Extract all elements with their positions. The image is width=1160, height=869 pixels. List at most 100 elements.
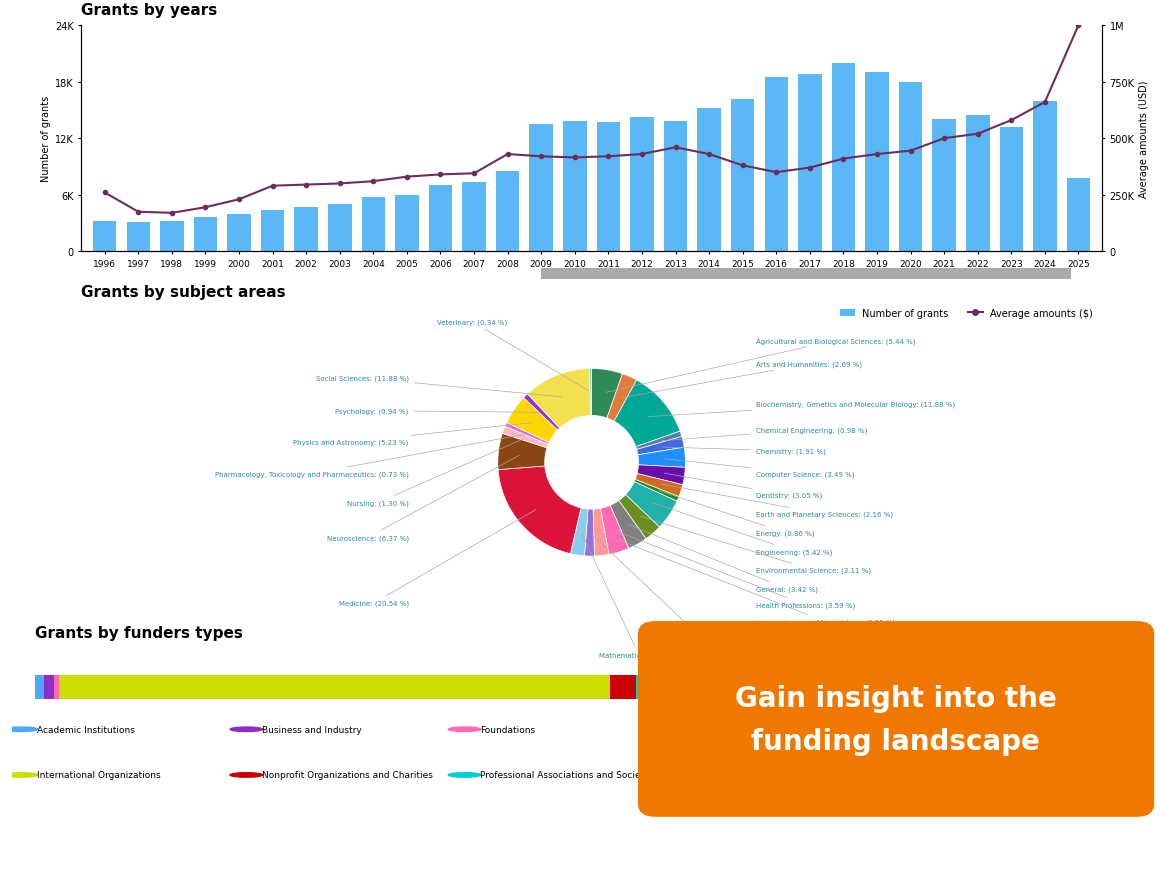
Bar (295, 208, 318, 252)
Wedge shape (585, 509, 594, 556)
Text: Earth and Planetary Sciences: (2.16 %): Earth and Planetary Sciences: (2.16 %) (661, 485, 893, 518)
Bar (328, 205, 351, 252)
Wedge shape (625, 482, 677, 527)
Wedge shape (636, 474, 683, 497)
Bar (636, 675, 661, 700)
Text: Chemistry: (1.91 %): Chemistry: (1.91 %) (664, 448, 826, 454)
Text: Dentistry: (3.05 %): Dentistry: (3.05 %) (664, 474, 822, 499)
Text: Grants by funders types: Grants by funders types (35, 626, 242, 640)
Text: Professional Associations and Societies: Professional Associations and Societies (480, 771, 657, 779)
Text: International Organizations: International Organizations (37, 771, 160, 779)
Wedge shape (614, 381, 680, 448)
Text: Physics and Astronomy: (5.23 %): Physics and Astronomy: (5.23 %) (293, 423, 531, 446)
Wedge shape (589, 369, 592, 416)
Bar (630, 118, 654, 252)
Bar (764, 78, 788, 252)
Bar (697, 109, 720, 252)
Wedge shape (636, 432, 682, 450)
Text: Materials Science: (1.73 %): Materials Science: (1.73 %) (592, 535, 768, 658)
Bar (261, 210, 284, 252)
Bar (832, 63, 855, 252)
Text: Arts and Humanities: (2.69 %): Arts and Humanities: (2.69 %) (623, 362, 862, 398)
Text: Grants by years: Grants by years (81, 3, 217, 18)
Wedge shape (505, 423, 549, 445)
Text: Environmental Science: (3.11 %): Environmental Science: (3.11 %) (640, 517, 871, 574)
Text: Foundations: Foundations (480, 725, 535, 734)
Text: Chemical Engineering: (0.98 %): Chemical Engineering: (0.98 %) (661, 427, 868, 441)
Bar (664, 122, 687, 252)
Bar (463, 183, 486, 252)
Bar (429, 186, 452, 252)
Bar (227, 215, 251, 252)
Text: Computer Science: (3.49 %): Computer Science: (3.49 %) (665, 460, 854, 477)
Wedge shape (502, 427, 549, 448)
Text: Pharmacology, Toxicology and Pharmaceutics: (0.73 %): Pharmacology, Toxicology and Pharmaceuti… (215, 434, 524, 477)
Bar (865, 73, 889, 252)
Bar (798, 75, 821, 252)
Wedge shape (498, 434, 548, 470)
Y-axis label: Average amounts (USD): Average amounts (USD) (1139, 80, 1148, 198)
Text: Neuroscience: (6.37 %): Neuroscience: (6.37 %) (327, 456, 520, 541)
Circle shape (230, 773, 262, 777)
Text: Academic Institutions: Academic Institutions (37, 725, 135, 734)
Bar (899, 83, 922, 252)
Text: Immunology and Microbiology: (2.53 %): Immunology and Microbiology: (2.53 %) (602, 534, 896, 626)
Bar (362, 197, 385, 252)
Bar (1000, 128, 1023, 252)
Bar (160, 222, 183, 252)
Text: Veterinary: (0.34 %): Veterinary: (0.34 %) (437, 319, 588, 391)
Text: Business and Industry: Business and Industry (261, 725, 361, 734)
Text: General: (3.42 %): General: (3.42 %) (629, 525, 818, 593)
Circle shape (6, 773, 38, 777)
Wedge shape (618, 495, 660, 539)
Bar (194, 218, 217, 252)
Wedge shape (592, 369, 623, 419)
Text: Mathematics: (2.47 %): Mathematics: (2.47 %) (582, 534, 679, 658)
Bar (59, 675, 610, 700)
Circle shape (448, 773, 480, 777)
Wedge shape (498, 467, 581, 554)
Wedge shape (637, 465, 686, 485)
Wedge shape (638, 448, 686, 468)
Text: Nursing: (1.30 %): Nursing: (1.30 %) (347, 440, 523, 507)
Bar (496, 172, 520, 252)
Text: Health Professions: (3.59 %): Health Professions: (3.59 %) (615, 531, 855, 608)
Wedge shape (528, 369, 590, 428)
Text: Social Sciences: (11.88 %): Social Sciences: (11.88 %) (316, 375, 563, 397)
Bar (541, 269, 1072, 280)
Bar (93, 222, 116, 252)
Wedge shape (507, 398, 558, 443)
Wedge shape (607, 375, 637, 421)
Text: Biochemistry, Genetics and Molecular Biology: (11.88 %): Biochemistry, Genetics and Molecular Bio… (648, 401, 955, 417)
Bar (1034, 102, 1057, 252)
Circle shape (6, 727, 38, 732)
Text: Engineering: (5.42 %): Engineering: (5.42 %) (653, 503, 832, 555)
Bar (396, 196, 419, 252)
Wedge shape (571, 508, 588, 556)
Wedge shape (610, 501, 646, 548)
Bar (966, 116, 989, 252)
Legend: Number of grants, Average amounts ($): Number of grants, Average amounts ($) (836, 305, 1097, 322)
Bar (610, 675, 636, 700)
Bar (44, 675, 53, 700)
Text: Gain insight into the
funding landscape: Gain insight into the funding landscape (734, 684, 1057, 755)
Wedge shape (523, 395, 559, 430)
Wedge shape (635, 480, 679, 501)
Bar (35, 675, 44, 700)
Bar (126, 222, 150, 252)
Bar (53, 675, 59, 700)
Text: Psychology: (0.94 %): Psychology: (0.94 %) (335, 408, 539, 415)
Bar (596, 123, 621, 252)
Text: Medicine: (20.54 %): Medicine: (20.54 %) (339, 510, 536, 607)
Text: Energy: (0.86 %): Energy: (0.86 %) (659, 491, 814, 536)
Text: Grants by subject areas: Grants by subject areas (81, 285, 285, 300)
Bar (933, 120, 956, 252)
Wedge shape (637, 437, 684, 455)
Y-axis label: Number of grants: Number of grants (41, 96, 51, 182)
Bar (563, 122, 587, 252)
Bar (731, 99, 754, 252)
Wedge shape (600, 506, 629, 554)
Text: Agricultural and Biological Sciences: (5.44 %): Agricultural and Biological Sciences: (5… (606, 338, 915, 393)
Bar (529, 125, 553, 252)
Wedge shape (593, 508, 609, 556)
